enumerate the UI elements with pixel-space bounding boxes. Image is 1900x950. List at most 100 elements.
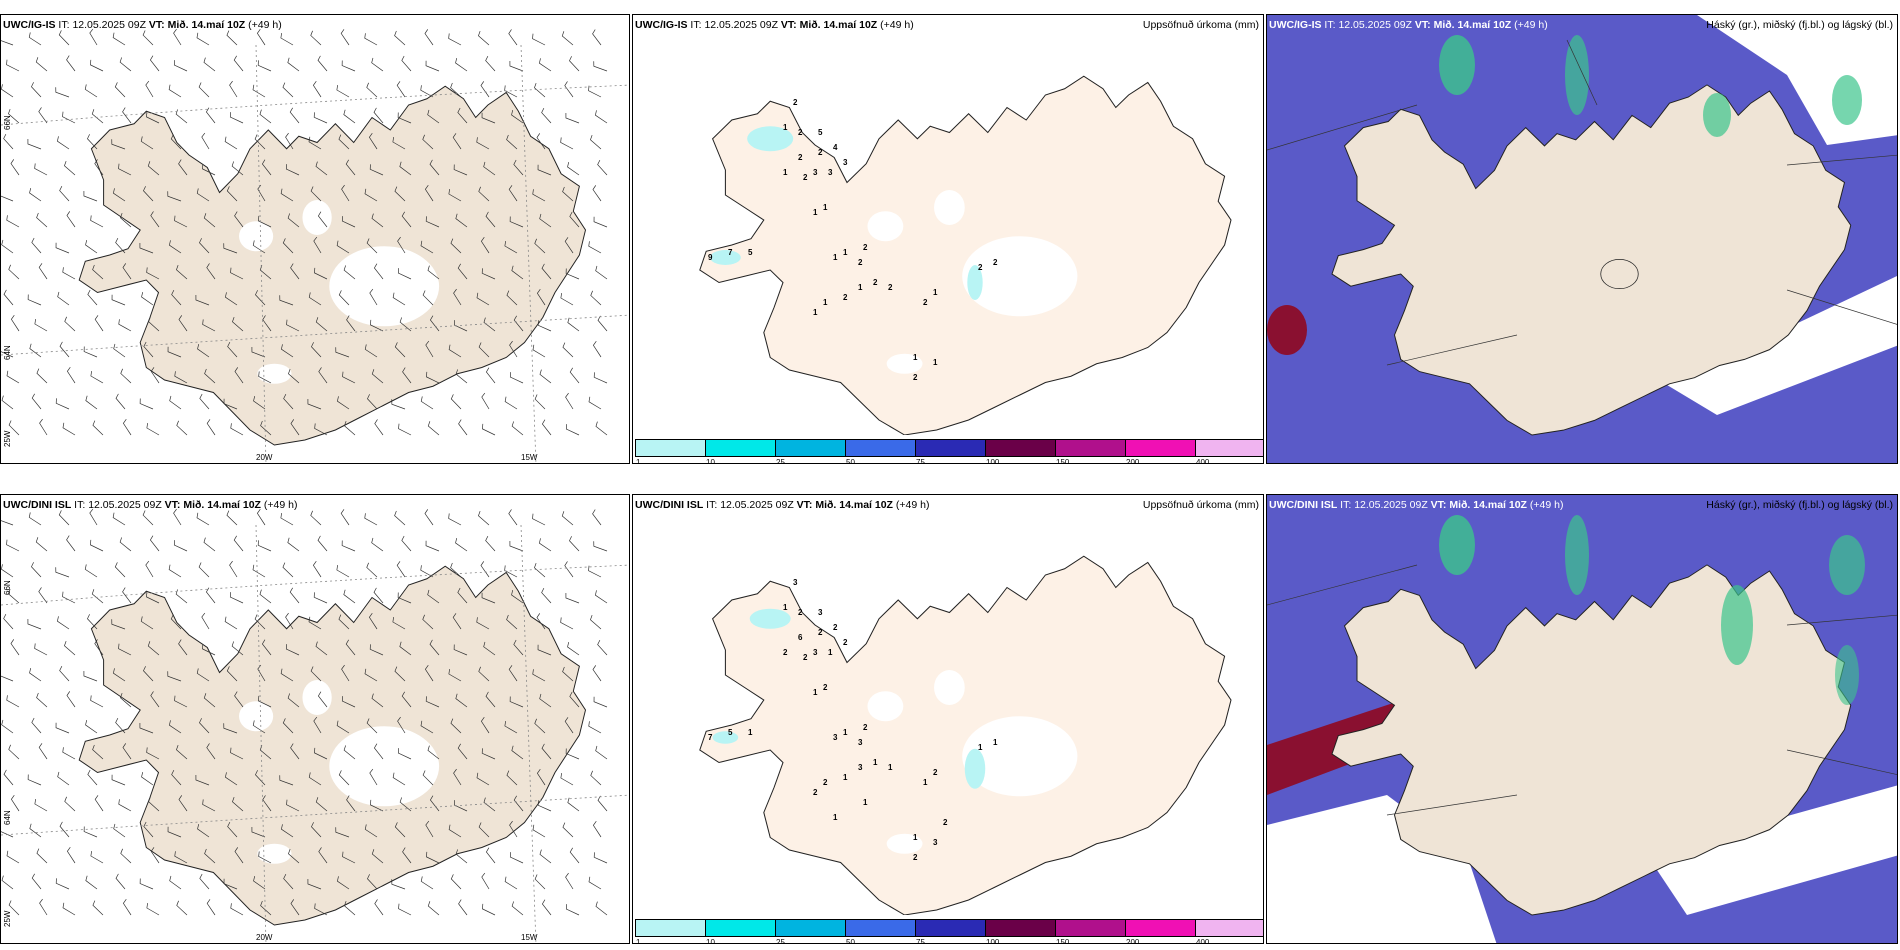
wind-barb-icon	[168, 84, 182, 98]
wind-barb-icon	[258, 851, 272, 864]
precip-value: 2	[923, 298, 928, 307]
wind-barb-icon	[569, 367, 580, 384]
wind-barb-icon	[450, 874, 462, 890]
precip-value: 1	[913, 833, 918, 842]
wind-barb-icon	[1, 351, 14, 358]
wind-barb-icon	[450, 394, 462, 410]
wind-barb-icon	[450, 82, 462, 98]
wind-barb-icon	[178, 795, 188, 812]
wind-barb-icon	[590, 614, 602, 630]
wind-barb-icon	[115, 237, 126, 254]
wind-barb-icon	[114, 82, 126, 98]
wind-barb-icon	[289, 107, 300, 124]
wind-barb-icon	[315, 797, 328, 812]
wind-barb-icon	[364, 33, 378, 46]
wind-barb-icon	[485, 211, 496, 228]
colorbar-cell	[635, 919, 706, 937]
wind-barb-icon	[312, 560, 322, 578]
precip-value: 3	[933, 838, 938, 847]
lat-label: 64N	[3, 810, 12, 825]
wind-barb-icon	[251, 826, 266, 838]
wind-barb-icon	[597, 795, 608, 812]
wind-barb-icon	[565, 392, 574, 410]
wind-barb-icon	[592, 29, 602, 46]
wind-barb-icon	[199, 873, 210, 890]
wind-barb-icon	[398, 423, 412, 436]
precip-value: 1	[913, 353, 918, 362]
wind-barb-icon	[143, 666, 154, 682]
wind-barb-icon	[257, 60, 272, 72]
panel-wind-top: UWC/IG-IS IT: 12.05.2025 09Z VT: Mið. 14…	[0, 14, 630, 464]
wind-barb-icon	[481, 392, 490, 410]
wind-barb-icon	[394, 342, 406, 358]
wind-barb-icon	[229, 80, 238, 98]
wind-barb-icon	[392, 137, 406, 150]
wind-barb-icon	[38, 107, 48, 124]
colorbar-cell	[1125, 439, 1196, 457]
wind-barb-icon	[344, 420, 356, 436]
wind-barb-icon	[122, 107, 132, 124]
wind-barb-icon	[111, 139, 126, 150]
wind-barb-icon	[420, 85, 434, 98]
wind-barb-icon	[122, 898, 132, 916]
precip-value: 9	[708, 253, 713, 262]
wind-barb-icon	[115, 873, 126, 890]
wind-barb-icon	[511, 110, 524, 124]
wind-barb-icon	[483, 317, 496, 332]
wind-barb-icon	[205, 587, 216, 604]
wind-barb-icon	[66, 846, 76, 864]
wind-barb-icon	[457, 107, 468, 124]
wind-barb-icon	[341, 540, 356, 552]
colorbar-label: 400	[1196, 938, 1210, 944]
wind-barb-icon	[588, 876, 602, 890]
wind-barb-icon	[149, 535, 160, 552]
wind-barb-icon	[145, 80, 154, 98]
wind-barb-icon	[59, 665, 70, 682]
wind-barb-icon	[6, 59, 20, 72]
wind-barb-icon	[341, 60, 356, 72]
wind-barb-icon	[195, 774, 210, 786]
wind-barb-icon	[94, 315, 104, 332]
wind-barb-icon	[373, 107, 384, 124]
wind-barb-icon	[196, 32, 210, 46]
panel-precip-top: UWC/IG-IS IT: 12.05.2025 09Z VT: Mið. 14…	[632, 14, 1264, 464]
wind-barb-icon	[226, 30, 238, 46]
colorbar-label: 75	[916, 458, 925, 464]
wind-barb-icon	[146, 423, 160, 436]
wind-barb-icon	[90, 851, 104, 864]
wind-barb-icon	[29, 668, 42, 682]
wind-barb-icon	[509, 696, 524, 708]
wind-barb-icon	[35, 57, 48, 72]
precip-value: 1	[783, 168, 788, 177]
wind-barb-icon	[397, 236, 406, 254]
wind-barb-icon	[146, 267, 160, 280]
wind-barb-icon	[336, 85, 350, 98]
wind-barb-icon	[458, 419, 468, 436]
wind-barb-icon	[262, 795, 272, 812]
wind-barb-icon	[55, 242, 70, 254]
precip-value: 2	[933, 768, 938, 777]
wind-barb-icon	[252, 84, 266, 98]
wind-barb-icon	[290, 899, 300, 916]
wind-barb-icon	[113, 823, 126, 838]
wind-barb-icon	[452, 133, 462, 150]
wind-barb-icon	[168, 564, 182, 578]
wind-barb-icon	[457, 263, 468, 280]
wind-barb-icon	[450, 718, 462, 734]
colorbar-cell	[985, 919, 1056, 937]
wind-barb-icon	[10, 314, 20, 332]
wind-barb-icon	[399, 797, 412, 812]
wind-barb-icon	[170, 614, 182, 630]
wind-barb-icon	[541, 419, 552, 436]
wind-barb-icon	[176, 744, 188, 760]
wind-barb-icon	[506, 770, 518, 786]
wind-barb-icon	[280, 824, 294, 838]
wind-barb-icon	[120, 212, 132, 228]
wind-barb-icon	[280, 513, 294, 526]
wind-barb-icon	[282, 82, 294, 98]
panel-subtitle: Uppsöfnuð úrkoma (mm)	[1142, 19, 1259, 31]
precip-value: 2	[783, 648, 788, 657]
wind-barb-icon	[145, 560, 154, 578]
wind-barb-icon	[111, 619, 126, 630]
wind-barb-icon	[341, 184, 350, 202]
